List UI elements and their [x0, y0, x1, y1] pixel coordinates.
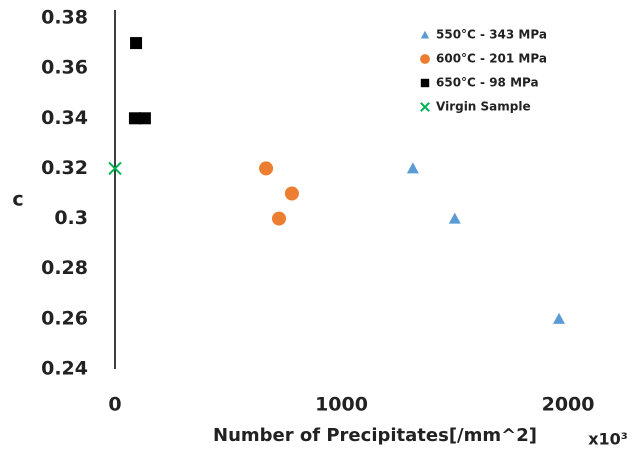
y-axis-label: c — [12, 189, 23, 211]
axis-multiplier: x10³ — [588, 430, 628, 449]
legend-marker — [420, 78, 430, 88]
y-tick-label: 0.34 — [41, 107, 88, 129]
y-tick-label: 0.28 — [41, 257, 88, 279]
marker — [552, 312, 565, 324]
marker — [448, 212, 461, 224]
legend-label: 650°C - 98 MPa — [436, 76, 539, 90]
marker — [130, 37, 143, 50]
marker — [259, 161, 274, 176]
marker — [272, 211, 287, 226]
y-tick-label: 0.36 — [41, 57, 88, 79]
marker — [406, 162, 419, 174]
y-tick-label: 0.24 — [41, 358, 88, 380]
marker — [108, 161, 122, 176]
x-axis-label: Number of Precipitates[/mm^2] — [213, 425, 537, 446]
legend-label: Virgin Sample — [436, 100, 531, 114]
marker — [128, 112, 141, 125]
legend-marker — [420, 30, 430, 39]
marker — [138, 112, 151, 125]
y-tick-label: 0.38 — [41, 7, 88, 29]
legend-label: 600°C - 201 MPa — [436, 52, 547, 66]
x-tick-label: 2000 — [542, 394, 595, 416]
marker — [284, 186, 299, 201]
x-tick-label: 1000 — [315, 394, 368, 416]
legend-label: 550°C - 343 MPa — [436, 28, 547, 42]
x-tick-label: 0 — [108, 394, 121, 416]
legend-marker — [420, 54, 430, 64]
legend-marker — [420, 102, 430, 112]
y-tick-label: 0.32 — [41, 157, 88, 179]
y-tick-label: 0.3 — [54, 207, 88, 229]
y-tick-label: 0.26 — [41, 307, 88, 329]
